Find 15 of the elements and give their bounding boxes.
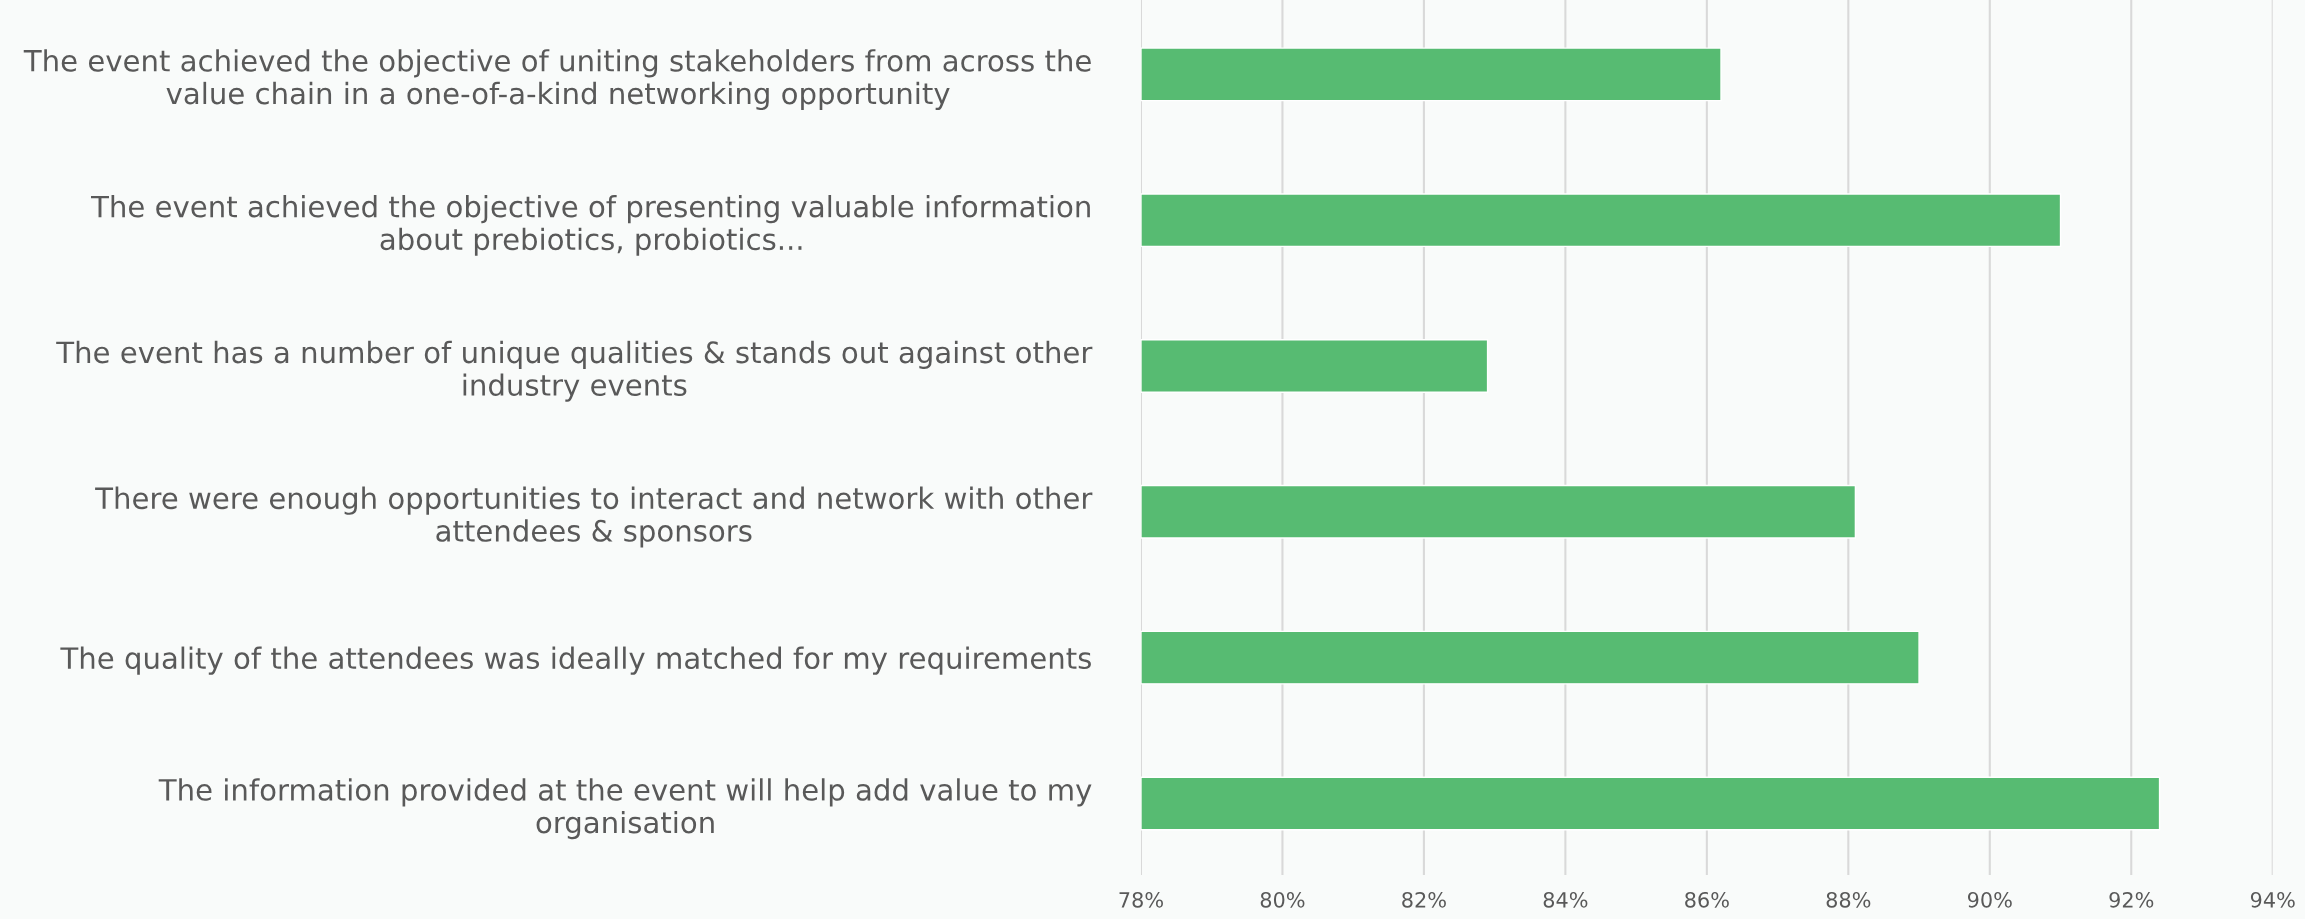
y-tick-label: The quality of the attendees was ideally matched for my requirements: [60, 646, 1091, 675]
y-tick-label: The event has a number of unique qualities & stands out against other industry events: [56, 340, 1093, 402]
x-tick-label: 78%: [1119, 891, 1163, 908]
y-tick-label: The information provided at the event will help add value to my organisation: [158, 778, 1092, 840]
x-tick-label: 92%: [2109, 891, 2154, 908]
x-tick-label: 90%: [1967, 891, 2012, 908]
y-tick-label: The event achieved the objective of uniting stakeholders from across the value chain in a one-of-a-kind networking opportunity: [23, 49, 1091, 111]
y-tick-label: There were enough opportunities to interact and network with other attendees & sponsors: [95, 486, 1093, 548]
x-tick-label: 94%: [2250, 891, 2295, 908]
x-tick-label: 86%: [1685, 891, 1729, 908]
x-tick-label: 88%: [1826, 891, 1871, 908]
x-tick-label: 82%: [1402, 891, 1446, 908]
y-tick-label: The event achieved the objective of presenting valuable information about prebiotics, probiotics...: [91, 194, 1090, 256]
x-tick-label: 84%: [1543, 891, 1588, 908]
x-tick-label: 80%: [1260, 891, 1305, 908]
